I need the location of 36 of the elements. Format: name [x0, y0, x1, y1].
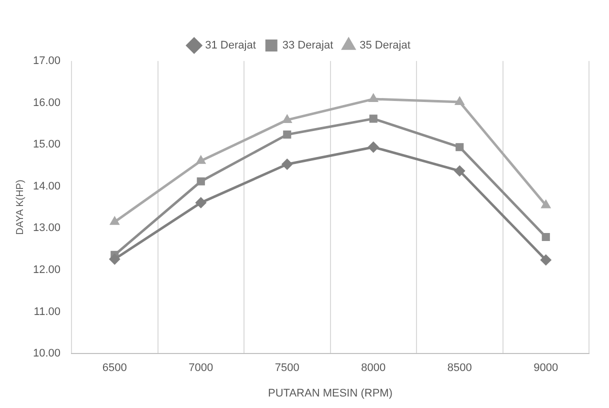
point: [196, 155, 206, 164]
y-tick-label: 12.00: [32, 264, 61, 276]
point: [369, 114, 378, 123]
legend-label: 31 Derajat: [205, 40, 256, 52]
y-tick-label: 11.00: [34, 306, 61, 318]
y-tick-label: 17.00: [32, 55, 61, 68]
y-tick-label: 14.00: [32, 180, 61, 192]
legend-label: 33 Derajat: [282, 40, 334, 52]
point: [282, 158, 293, 170]
point: [540, 254, 552, 266]
x-tick-label: 8500: [447, 362, 472, 374]
point: [542, 232, 550, 242]
y-tick-label: 10.00: [32, 348, 61, 360]
point: [196, 177, 205, 186]
y-tick-label: 15.00: [32, 138, 61, 151]
x-tick-label: 6500: [102, 362, 127, 374]
x-axis-title: PUTARAN MESIN (RPM): [268, 387, 392, 400]
y-axis-title: DAYA K(HP): [14, 180, 26, 235]
point: [456, 143, 464, 152]
point: [195, 197, 206, 208]
point: [283, 130, 292, 139]
point: [368, 142, 379, 153]
y-tick-label: 13.00: [32, 222, 61, 234]
x-tick-label: 7000: [188, 362, 214, 374]
point: [454, 165, 466, 176]
point: [109, 254, 120, 265]
x-tick-label: 8000: [361, 362, 386, 374]
point: [110, 216, 120, 225]
point: [368, 94, 378, 102]
point: [282, 114, 292, 123]
x-tick-label: 7500: [274, 362, 300, 374]
y-tick-label: 16.00: [32, 96, 61, 109]
legend-label: 35 Derajat: [360, 40, 410, 52]
point: [541, 200, 551, 208]
point: [454, 96, 464, 105]
x-tick-label: 9000: [534, 362, 558, 374]
